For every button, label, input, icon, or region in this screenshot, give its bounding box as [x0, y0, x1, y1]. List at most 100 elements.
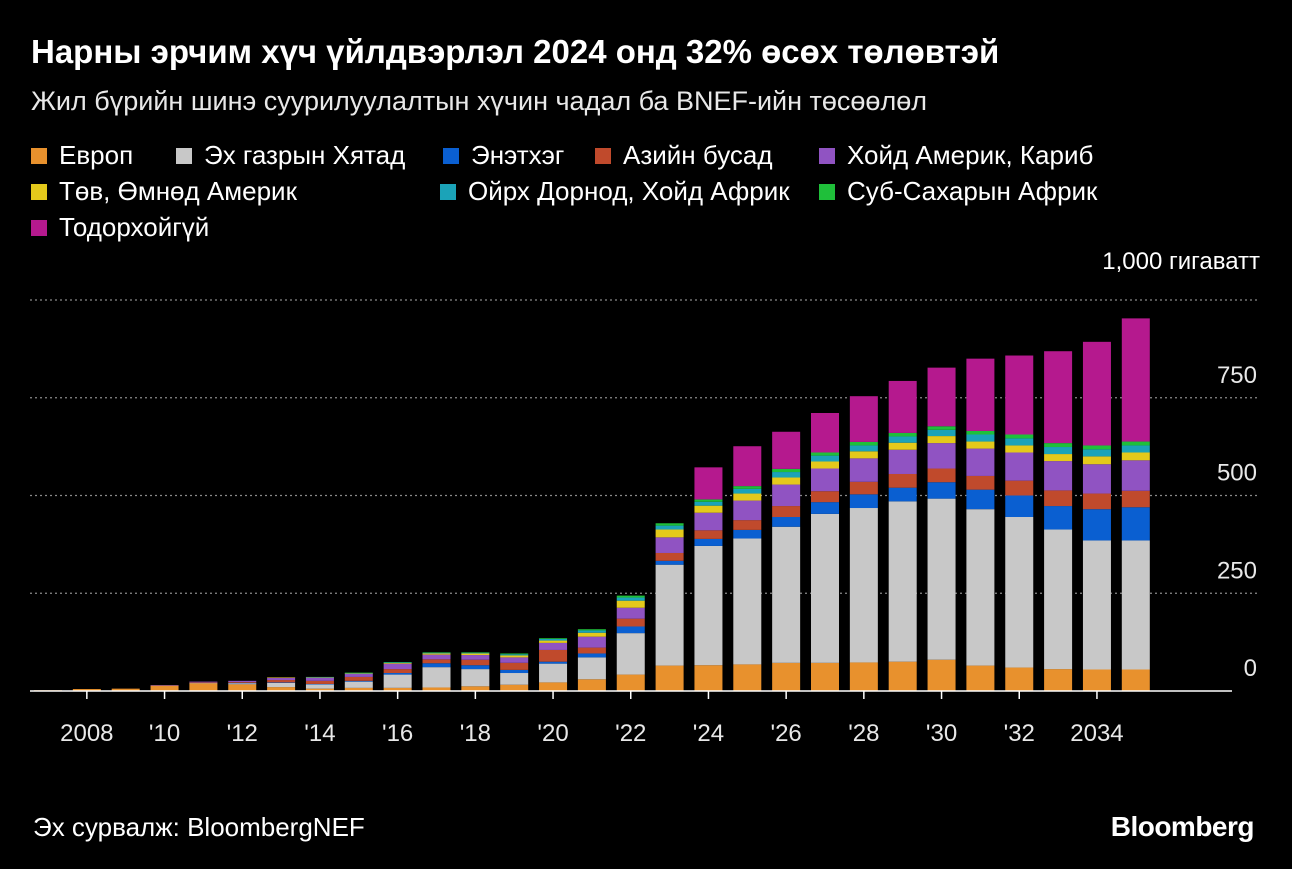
bar-segment	[811, 513, 839, 663]
bar-segment	[577, 629, 606, 631]
legend-label: Тодорхойгүй	[59, 212, 210, 242]
x-tick-label: '22	[615, 720, 646, 747]
bar-segment	[927, 498, 956, 660]
bar-segment	[849, 508, 878, 663]
bar-segment	[267, 682, 296, 683]
bar-segment	[849, 494, 878, 509]
bar-segment	[422, 667, 451, 688]
bar-segment	[927, 429, 956, 437]
bar-segment	[849, 481, 878, 495]
bar-segment	[733, 446, 762, 487]
bar-segment	[1121, 507, 1150, 541]
x-tick-label: '32	[1004, 720, 1035, 747]
bar-segment	[1005, 434, 1034, 439]
legend-item: Тодорхойгүй	[31, 212, 209, 243]
bar-segment	[1082, 445, 1111, 450]
bar-segment	[1044, 669, 1073, 691]
legend-item: Энэтхэг	[443, 140, 564, 171]
bar-segment	[694, 467, 723, 500]
bar-segment	[772, 472, 801, 478]
bar-segment	[305, 680, 334, 684]
legend-label: Европ	[59, 140, 134, 170]
x-tick-label: 2034	[1070, 720, 1123, 747]
bar-segment	[228, 682, 257, 684]
bar-segment	[500, 662, 529, 670]
bar-segment	[733, 488, 762, 494]
bar-segment	[811, 461, 839, 469]
bar-segment	[461, 652, 490, 654]
bar-segment	[1005, 495, 1034, 517]
bar-segment	[539, 649, 568, 662]
bar-segment	[461, 653, 490, 656]
bar-segment	[927, 426, 956, 430]
bar-segment	[1044, 529, 1073, 670]
y-tick-label: 750	[1217, 362, 1257, 389]
legend-swatch	[819, 147, 835, 164]
bar-segment	[422, 653, 451, 655]
bar-segment	[927, 482, 956, 499]
bar-segment	[422, 687, 451, 691]
bar-segment	[344, 680, 373, 682]
bar-segment	[150, 685, 179, 691]
legend-item: Европ	[31, 140, 133, 171]
bar-segment	[849, 458, 878, 482]
bar-segment	[267, 680, 296, 683]
bar-segment	[189, 681, 218, 683]
bar-segment	[927, 659, 956, 691]
bar-segment	[461, 686, 490, 691]
bar-segment	[461, 659, 490, 666]
bar-segment	[733, 520, 762, 530]
bar-segment	[577, 632, 606, 637]
bar-segment	[1005, 517, 1034, 668]
bar-segment	[1044, 454, 1073, 462]
bar-segment	[888, 661, 917, 691]
bar-segment	[539, 642, 568, 650]
x-tick-label: '24	[693, 720, 724, 747]
legend-label: Энэтхэг	[471, 140, 565, 170]
bar-segment	[1121, 441, 1150, 446]
bar-segment	[888, 474, 917, 488]
bar-segment	[1005, 480, 1034, 496]
legend-label: Эх газрын Хятад	[204, 140, 406, 170]
bar-segment	[577, 630, 606, 633]
bar-segment	[849, 662, 878, 691]
bar-segment	[888, 436, 917, 443]
source-note: Эх сурвалж: BloombergNEF	[33, 812, 365, 842]
bar-segment	[383, 663, 412, 670]
bar-segment	[305, 677, 334, 681]
bar-segment	[733, 538, 762, 665]
legend-item: Хойд Америк, Кариб	[819, 140, 1093, 171]
bar-segment	[189, 683, 218, 691]
bar-segment	[422, 652, 451, 653]
bar-segment	[344, 673, 373, 674]
bar-segment	[694, 499, 723, 502]
bar-segment	[616, 674, 645, 691]
bar-segment	[305, 683, 334, 685]
bar-segment	[189, 682, 218, 684]
bar-segment	[966, 358, 995, 431]
legend-item: Эх газрын Хятад	[176, 140, 405, 171]
x-tick-label: '14	[304, 720, 335, 747]
chart-subtitle: Жил бүрийн шинэ суурилуулалтын хүчин чад…	[31, 86, 927, 116]
bar-segment	[461, 652, 490, 653]
bar-segment	[500, 653, 529, 655]
bar-segment	[1005, 355, 1034, 435]
bar-segment	[461, 669, 490, 687]
bar-segment	[927, 468, 956, 483]
bar-segment	[577, 679, 606, 691]
bar-segment	[966, 489, 995, 510]
bar-segment	[1082, 464, 1111, 494]
legend-item: Азийн бусад	[595, 140, 773, 171]
bar-segment	[383, 687, 412, 691]
bar-segment	[733, 529, 762, 539]
bar-segment	[849, 445, 878, 452]
bar-segment	[966, 475, 995, 490]
bar-segment	[539, 682, 568, 691]
legend-swatch	[31, 219, 47, 236]
bar-segment	[1044, 351, 1073, 444]
legend-label: Ойрх Дорнод, Хойд Африк	[468, 176, 790, 206]
y-tick-label: 500	[1217, 460, 1257, 487]
bar-segment	[72, 689, 101, 691]
bar-segment	[228, 682, 257, 683]
